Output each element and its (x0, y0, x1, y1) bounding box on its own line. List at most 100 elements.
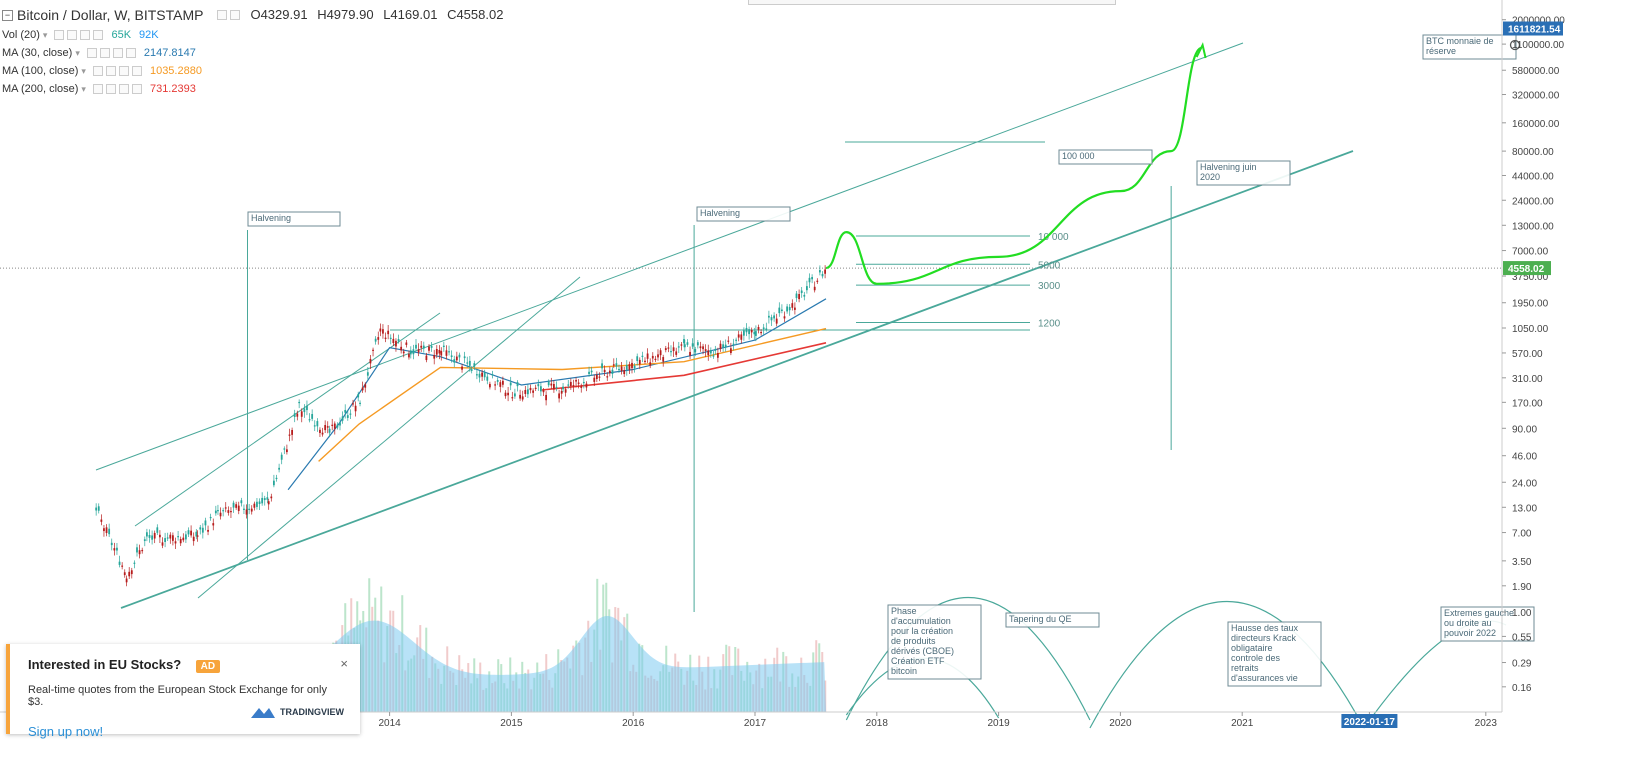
candle-body (199, 527, 202, 530)
annotation-line: dérivés (CBOE) (891, 646, 954, 656)
ad-signup-link[interactable]: Sign up now! (28, 724, 104, 739)
plus-icon[interactable] (118, 84, 129, 94)
annotation-handle-icon[interactable] (1509, 39, 1521, 51)
annotation-line: de produits (891, 636, 936, 646)
settings-icon[interactable] (92, 66, 103, 76)
y-tick-label: 310.00 (1512, 374, 1543, 385)
indicator-value: 65K (111, 29, 132, 41)
candle-body (283, 448, 286, 450)
annotation-box[interactable] (1440, 606, 1535, 642)
candle-body (727, 340, 730, 342)
candle-body (387, 330, 390, 335)
high-value: H4979.90 (317, 7, 374, 22)
projection-curve (825, 42, 1207, 285)
candle-body (293, 413, 296, 417)
annotation-box[interactable] (696, 206, 791, 222)
collapse-icon[interactable]: − (2, 9, 13, 21)
candle-body (341, 416, 344, 421)
chevron-down-icon[interactable]: ▾ (81, 84, 86, 94)
visibility-icon[interactable] (67, 30, 78, 40)
candle-body (659, 350, 662, 356)
settings-icon[interactable] (54, 30, 65, 40)
candle-body (212, 523, 215, 526)
candle-body (230, 510, 232, 513)
annotation-text: Halvening (251, 213, 291, 223)
candle-body (620, 366, 623, 372)
annotation-line: controle des (1231, 653, 1281, 663)
candle-body (494, 384, 496, 386)
y-tick-label: 170.00 (1512, 398, 1543, 409)
annotation-line: pour la création (891, 626, 953, 636)
close-icon[interactable] (131, 84, 142, 94)
candle-body (760, 331, 762, 334)
candle-body (824, 269, 826, 274)
candle-body (555, 386, 558, 389)
candle-body (190, 530, 192, 536)
y-tick-label: 2000000.00 (1512, 16, 1565, 27)
candle-body (136, 547, 138, 553)
annotation-line: Création ETF (891, 656, 945, 666)
plus-icon[interactable] (112, 48, 123, 58)
candle-body (618, 368, 620, 371)
annotation-box[interactable] (1196, 160, 1291, 186)
candle-body (377, 337, 380, 340)
plus-icon[interactable] (80, 30, 91, 40)
candle-body (270, 496, 273, 499)
level-label: 1200 (1038, 319, 1061, 330)
x-tick-label: 2014 (378, 718, 401, 729)
candle-body (153, 532, 156, 539)
annotation-box[interactable] (247, 211, 341, 227)
plus-icon[interactable] (118, 66, 129, 76)
projection-path (825, 46, 1203, 285)
visibility-icon[interactable] (99, 48, 110, 58)
candle-body (664, 348, 667, 351)
close-icon[interactable] (125, 48, 136, 58)
chevron-down-icon[interactable]: ▾ (81, 66, 86, 76)
ad-banner[interactable]: Interested in EU Stocks? AD Real-time qu… (6, 644, 360, 739)
candle-body (349, 413, 352, 415)
visibility-icon[interactable] (105, 66, 116, 76)
settings-icon[interactable] (86, 48, 97, 58)
annotation-box[interactable] (887, 604, 982, 680)
candle-body (408, 353, 410, 358)
candle-body (577, 382, 580, 384)
candle-body (547, 381, 550, 386)
y-tick-label: 1050.00 (1512, 324, 1549, 335)
close-icon[interactable]: × (340, 656, 348, 671)
visibility-icon[interactable] (105, 84, 116, 94)
tradingview-logo: TRADINGVIEW (250, 704, 344, 720)
annotation-box[interactable] (1422, 34, 1517, 60)
ma200-line (541, 342, 827, 391)
candle-body (816, 280, 819, 282)
candle-body (185, 534, 187, 540)
candle-body (141, 549, 144, 552)
candle-body (159, 534, 161, 538)
candle-body (300, 411, 303, 417)
annotation-text: 100 000 (1062, 151, 1095, 161)
candle-body (468, 360, 471, 366)
candle-body (657, 354, 659, 358)
visibility-icon[interactable] (230, 10, 241, 20)
chevron-down-icon[interactable]: ▾ (75, 48, 80, 58)
annotation-box[interactable] (1005, 612, 1100, 628)
settings-icon[interactable] (92, 84, 103, 94)
candle-body (524, 389, 527, 394)
chevron-down-icon[interactable]: ▾ (42, 30, 48, 40)
close-icon[interactable] (93, 30, 104, 40)
candle-body (445, 350, 448, 356)
candle-body (603, 369, 606, 373)
candle-body (593, 377, 596, 382)
candle-body (245, 509, 248, 515)
annotation-line: pouvoir 2022 (1444, 628, 1496, 638)
candle-body (280, 454, 283, 460)
y-tick-label: 90.00 (1512, 424, 1537, 435)
annotation-box[interactable] (1227, 621, 1322, 687)
candle-body (675, 351, 678, 355)
close-icon[interactable] (131, 66, 142, 76)
annotation-box[interactable] (1058, 149, 1153, 165)
price-axis: 2000000.00 1100000.00 580000.00 320000.00 16… (1501, 0, 1565, 712)
candle-body (598, 376, 601, 378)
candle-body (794, 307, 796, 310)
candle-body (253, 503, 256, 508)
settings-icon[interactable] (217, 10, 228, 20)
